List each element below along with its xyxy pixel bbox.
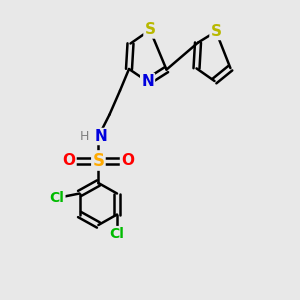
Text: Cl: Cl [50,191,64,205]
Text: S: S [211,24,221,39]
Text: N: N [141,74,154,89]
Text: S: S [145,22,155,38]
Text: O: O [121,153,134,168]
Text: N: N [95,129,108,144]
Text: H: H [80,130,90,143]
Text: S: S [92,152,104,169]
Text: Cl: Cl [110,227,124,241]
Text: O: O [62,153,76,168]
